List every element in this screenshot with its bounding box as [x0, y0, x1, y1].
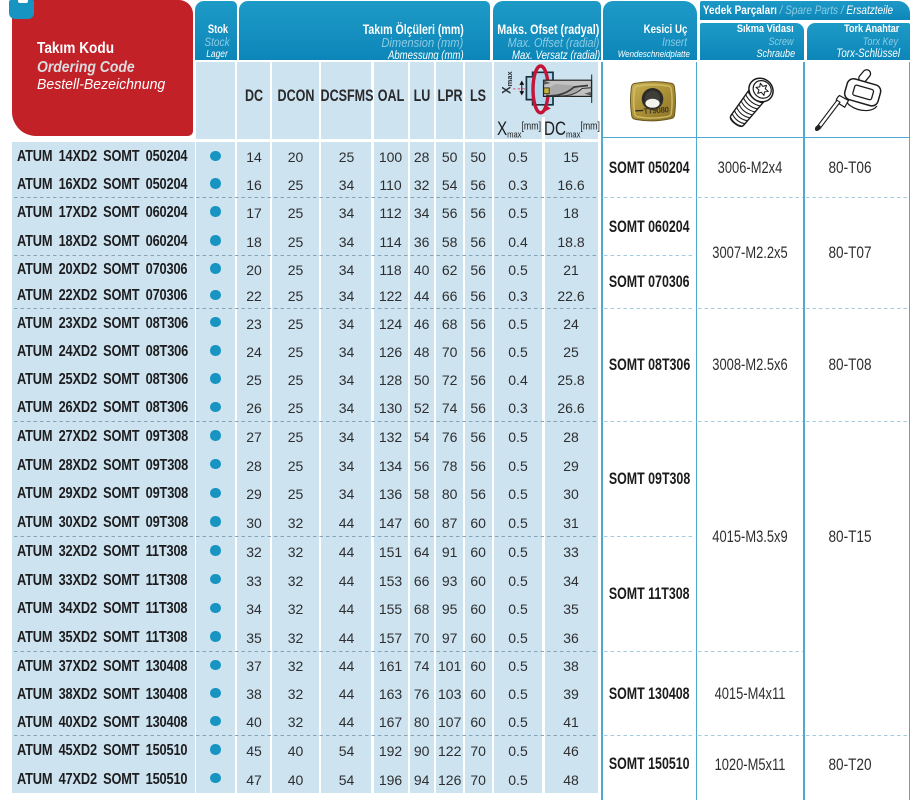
svg-text:Xmax: Xmax	[502, 70, 515, 94]
svg-text:TT9080: TT9080	[643, 105, 670, 116]
